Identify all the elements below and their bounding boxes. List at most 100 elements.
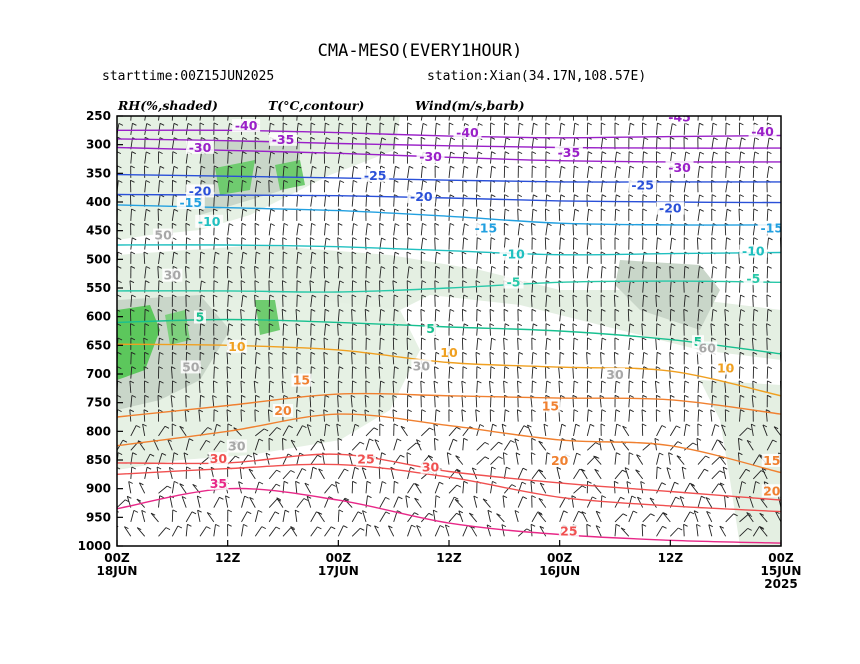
wind-barb xyxy=(545,208,550,212)
wind-barb xyxy=(656,512,664,523)
wind-barb xyxy=(461,409,467,413)
contour-label-background xyxy=(656,201,685,215)
wind-barb xyxy=(628,495,633,508)
wind-barb xyxy=(595,510,601,514)
wind-barb xyxy=(752,351,758,355)
wind-barb xyxy=(598,438,602,451)
wind-barb xyxy=(276,427,282,430)
wind-barb xyxy=(711,165,717,169)
wind-barb xyxy=(117,265,122,269)
rh-area-green-b xyxy=(165,310,190,345)
wind-barb xyxy=(655,294,657,307)
wind-barb xyxy=(545,323,551,327)
wind-barb xyxy=(600,294,606,298)
contour-label-background xyxy=(291,373,312,387)
wind-barb xyxy=(767,265,772,269)
wind-barb xyxy=(179,483,187,494)
wind-barb xyxy=(725,151,731,155)
wind-barb xyxy=(753,237,758,241)
wind-barb xyxy=(614,237,620,241)
wind-barb xyxy=(724,495,727,508)
wind-barb xyxy=(365,427,375,437)
wind-barb xyxy=(531,437,536,441)
wind-barb xyxy=(559,337,564,341)
contour-label: -25 xyxy=(364,168,387,183)
wind-barb xyxy=(531,366,534,379)
wind-barb xyxy=(489,381,491,393)
wind-barb xyxy=(364,394,370,398)
wind-barb xyxy=(435,136,441,140)
wind-barb xyxy=(226,208,232,212)
wind-barb xyxy=(726,165,731,169)
wind-barb xyxy=(406,251,412,255)
y-tick-label: 400 xyxy=(86,195,111,209)
wind-barb xyxy=(171,116,174,121)
wind-barb xyxy=(310,511,317,523)
wind-barb xyxy=(158,151,163,155)
wind-barb xyxy=(738,208,740,221)
wind-barb xyxy=(601,151,607,155)
wind-barb xyxy=(580,468,588,480)
wind-barb xyxy=(226,409,229,422)
wind-barb xyxy=(295,323,298,336)
wind-barb xyxy=(559,351,565,355)
wind-barb xyxy=(408,109,412,111)
wind-barb xyxy=(312,466,318,470)
wind-barb xyxy=(283,480,289,484)
station-label: station:Xian(34.17N,108.57E) xyxy=(427,69,646,84)
wind-barb xyxy=(574,194,579,198)
wind-barb xyxy=(593,455,598,459)
x-tick-label: 12Z xyxy=(658,551,684,565)
wind-barb xyxy=(476,338,479,350)
wind-barb xyxy=(762,424,768,437)
wind-barb xyxy=(713,151,718,155)
wind-barb xyxy=(475,409,480,413)
wind-barb xyxy=(697,294,700,307)
wind-barb xyxy=(142,423,147,427)
wind-barb xyxy=(297,165,302,169)
wind-barb xyxy=(331,483,337,487)
wind-barb xyxy=(130,337,136,341)
wind-barb xyxy=(781,109,785,111)
contour-label: -20 xyxy=(189,183,212,198)
wind-barb xyxy=(379,266,382,279)
wind-barb xyxy=(628,123,631,135)
wind-barb xyxy=(310,309,312,322)
wind-barb xyxy=(227,294,229,307)
wind-barb xyxy=(433,438,436,451)
x-tick-label: 00Z xyxy=(326,551,352,565)
wind-barb xyxy=(741,137,746,141)
contour-label: -35 xyxy=(558,145,581,160)
contour-label-background xyxy=(208,476,229,490)
wind-barb xyxy=(304,482,312,494)
wind-barb xyxy=(543,424,547,436)
wind-barb xyxy=(697,409,700,422)
wind-barb xyxy=(212,294,215,307)
wind-barb xyxy=(454,498,464,508)
wind-barb xyxy=(131,351,136,355)
wind-barb xyxy=(504,165,509,169)
wind-barb xyxy=(783,181,787,183)
wind-barb xyxy=(242,208,248,212)
wind-barb xyxy=(655,337,657,350)
wind-barb xyxy=(526,528,531,532)
wind-barb xyxy=(283,251,288,255)
contour-label: 20 xyxy=(274,403,292,418)
wind-barb xyxy=(571,495,574,508)
wind-barb xyxy=(598,437,604,441)
wind-barb xyxy=(258,481,264,485)
wind-barb xyxy=(656,409,661,413)
wind-barb xyxy=(436,251,441,255)
wind-barb xyxy=(311,222,316,226)
wind-barb xyxy=(573,511,579,523)
wind-barb xyxy=(697,380,700,393)
wind-barb xyxy=(517,380,519,393)
wind-barb xyxy=(317,440,322,444)
wind-barb xyxy=(276,497,284,508)
wind-barb xyxy=(626,481,632,484)
wind-barb xyxy=(393,252,396,264)
wind-barb xyxy=(400,454,405,458)
wind-barb xyxy=(296,179,301,183)
wind-barb xyxy=(477,323,482,327)
wind-barb xyxy=(253,380,259,384)
